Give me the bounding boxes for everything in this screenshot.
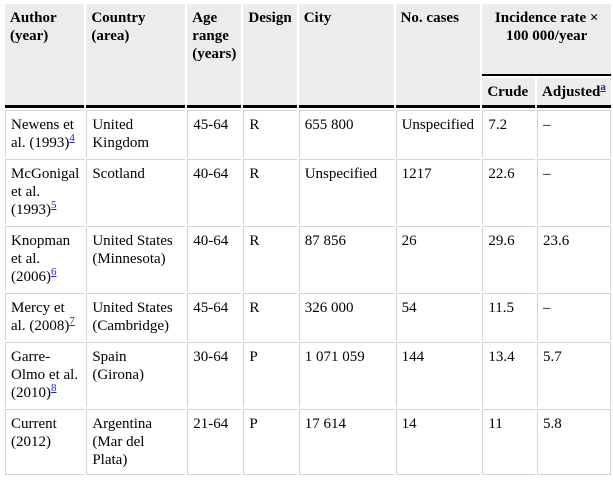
table-row: McGonigal et al. (1993)5 Scotland 40-64 …: [5, 159, 611, 224]
crude-rate-cell: 7.2: [482, 110, 535, 157]
country-cell: Scotland: [86, 159, 186, 224]
crude-rate-cell: 29.6: [482, 226, 535, 291]
age-range-cell: 40-64: [187, 159, 242, 224]
age-range-cell: 40-64: [187, 226, 242, 291]
city-cell: 655 800: [298, 110, 394, 157]
country-cell: United Kingdom: [86, 110, 186, 157]
author-cell: Mercy et al. (2008)7: [5, 293, 85, 340]
adjusted-rate-cell: 5.8: [536, 409, 611, 475]
table-row: Current (2012) Argentina (Mar del Plata)…: [5, 409, 611, 475]
footnote-a-link[interactable]: a: [600, 81, 606, 93]
reference-link[interactable]: 6: [51, 266, 57, 278]
crude-rate-cell: 13.4: [482, 342, 535, 407]
header-row-1: Author (year) Country (area) Age range (…: [5, 4, 611, 108]
table-row: Garre-Olmo et al. (2010)8 Spain (Girona)…: [5, 342, 611, 407]
no-cases-cell: 26: [395, 226, 481, 291]
reference-link[interactable]: 7: [69, 315, 75, 327]
design-cell: R: [243, 159, 297, 224]
author-text: Newens et al. (1993): [11, 117, 74, 151]
table-row: Newens et al. (1993)4 United Kingdom 45-…: [5, 110, 611, 157]
city-cell: 326 000: [298, 293, 394, 340]
author-text: Garre-Olmo et al. (2010): [11, 349, 79, 401]
country-cell: Argentina (Mar del Plata): [86, 409, 186, 475]
design-cell: R: [243, 293, 297, 340]
no-cases-cell: 1217: [395, 159, 481, 224]
adjusted-rate-cell: 5.7: [536, 342, 611, 407]
adjusted-rate-cell: –: [536, 110, 611, 157]
city-cell: 17 614: [298, 409, 394, 475]
crude-rate-cell: 11: [482, 409, 535, 475]
col-header-incidence-rate-group: Incidence rate × 100 000/year: [482, 4, 611, 76]
table-row: Knopman et al. (2006)6 United States (Mi…: [5, 226, 611, 291]
author-text: Knopman et al. (2006): [11, 233, 71, 285]
col-header-author-year: Author (year): [5, 4, 85, 108]
crude-rate-cell: 22.6: [482, 159, 535, 224]
author-cell: Garre-Olmo et al. (2010)8: [5, 342, 85, 407]
author-cell: Current (2012): [5, 409, 85, 475]
col-header-city: City: [298, 4, 394, 108]
col-header-adjusted: Adjusteda: [536, 78, 611, 108]
header-row-2: Crude Adjusteda: [5, 78, 611, 108]
design-cell: P: [243, 342, 297, 407]
age-range-cell: 45-64: [187, 110, 242, 157]
incidence-rate-table: Author (year) Country (area) Age range (…: [3, 2, 613, 477]
table-row: Mercy et al. (2008)7 United States (Camb…: [5, 293, 611, 340]
adjusted-rate-cell: –: [536, 293, 611, 340]
col-header-age-range: Age range (years): [187, 4, 242, 108]
author-text: McGonigal et al. (1993): [11, 166, 80, 218]
city-cell: 87 856: [298, 226, 394, 291]
col-header-crude: Crude: [482, 78, 535, 108]
crude-rate-cell: 11.5: [482, 293, 535, 340]
design-cell: P: [243, 409, 297, 475]
reference-link[interactable]: 5: [51, 199, 57, 211]
age-range-cell: 21-64: [187, 409, 242, 475]
country-cell: United States (Minnesota): [86, 226, 186, 291]
country-cell: Spain (Girona): [86, 342, 186, 407]
author-text: Current (2012): [11, 416, 57, 450]
city-cell: Unspecified: [298, 159, 394, 224]
author-cell: McGonigal et al. (1993)5: [5, 159, 85, 224]
no-cases-cell: 144: [395, 342, 481, 407]
author-cell: Newens et al. (1993)4: [5, 110, 85, 157]
no-cases-cell: Unspecified: [395, 110, 481, 157]
col-header-no-cases: No. cases: [395, 4, 481, 108]
age-range-cell: 45-64: [187, 293, 242, 340]
adjusted-rate-cell: 23.6: [536, 226, 611, 291]
city-cell: 1 071 059: [298, 342, 394, 407]
country-cell: United States (Cambridge): [86, 293, 186, 340]
age-range-cell: 30-64: [187, 342, 242, 407]
author-cell: Knopman et al. (2006)6: [5, 226, 85, 291]
author-text: Mercy et al. (2008): [11, 300, 70, 334]
no-cases-cell: 54: [395, 293, 481, 340]
col-header-country-area: Country (area): [86, 4, 186, 108]
reference-link[interactable]: 4: [69, 132, 75, 144]
design-cell: R: [243, 110, 297, 157]
adjusted-label: Adjusted: [541, 84, 601, 100]
col-header-design: Design: [243, 4, 297, 108]
adjusted-rate-cell: –: [536, 159, 611, 224]
reference-link[interactable]: 8: [51, 382, 57, 394]
no-cases-cell: 14: [395, 409, 481, 475]
design-cell: R: [243, 226, 297, 291]
